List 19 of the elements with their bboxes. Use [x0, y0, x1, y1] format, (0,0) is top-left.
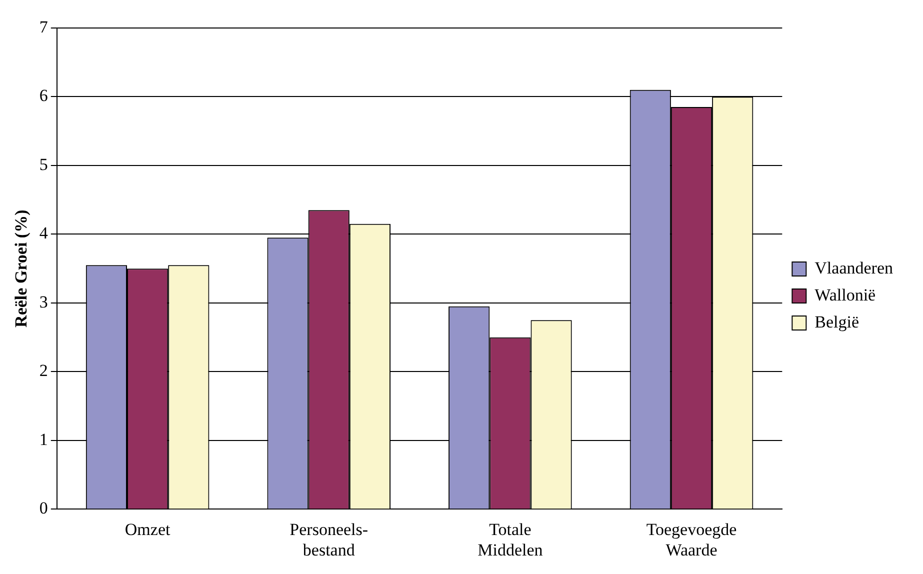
y-tick-label: 0 — [39, 498, 48, 518]
y-tick-label: 1 — [39, 430, 48, 449]
category-label: Waarde — [666, 540, 718, 560]
category-label: Omzet — [124, 520, 170, 539]
category-label: Middelen — [478, 540, 543, 560]
y-tick-label: 7 — [39, 17, 48, 36]
y-tick-label: 6 — [39, 86, 48, 106]
y-tick-label: 5 — [39, 154, 48, 174]
legend-label: Vlaanderen — [814, 258, 894, 278]
legend-label: Wallonië — [814, 285, 876, 304]
y-tick-label: 4 — [39, 224, 48, 243]
y-axis-title: Reële Groei (%) — [12, 210, 31, 328]
category-label: Toegevoegde — [646, 520, 737, 539]
category-label: Totale — [489, 520, 532, 539]
category-label: bestand — [302, 540, 355, 560]
y-tick-label: 3 — [39, 292, 48, 312]
y-tick-label: 2 — [39, 361, 48, 380]
category-label: Personeels- — [290, 520, 368, 539]
legend-label: België — [814, 312, 860, 332]
